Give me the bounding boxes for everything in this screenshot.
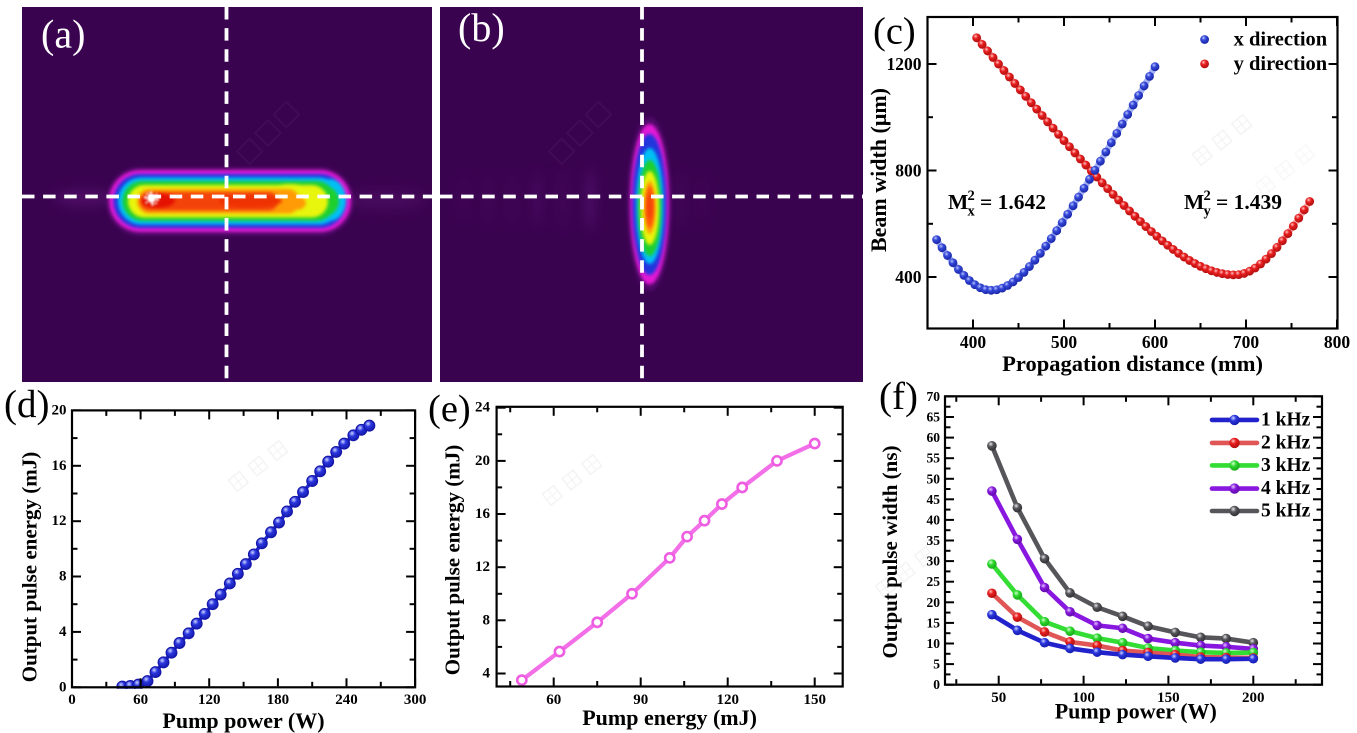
svg-text:1200: 1200: [887, 54, 922, 74]
svg-text:10: 10: [927, 636, 941, 651]
svg-text:20: 20: [927, 595, 941, 610]
svg-text:60: 60: [546, 692, 561, 708]
svg-text:M: M: [948, 190, 968, 214]
svg-text:x: x: [968, 204, 976, 220]
svg-text:4 kHz: 4 kHz: [1261, 478, 1311, 499]
svg-text:400: 400: [960, 332, 987, 352]
svg-text:1 kHz: 1 kHz: [1261, 409, 1311, 430]
svg-text:Pump power (W): Pump power (W): [1055, 699, 1217, 724]
svg-text:120: 120: [716, 692, 739, 708]
svg-text:Output pulse width (ns): Output pulse width (ns): [878, 446, 902, 659]
svg-text:50: 50: [927, 471, 941, 486]
svg-text:16: 16: [475, 506, 491, 522]
svg-text:200: 200: [1242, 690, 1265, 706]
svg-text:16: 16: [52, 458, 68, 474]
svg-text:180: 180: [267, 692, 290, 708]
svg-text:y: y: [1204, 204, 1212, 220]
svg-text:Pump power (W): Pump power (W): [162, 708, 324, 733]
svg-text:(a): (a): [41, 12, 85, 57]
svg-text:65: 65: [927, 410, 941, 425]
svg-text:12: 12: [475, 559, 490, 575]
svg-text:y direction: y direction: [1234, 53, 1328, 75]
svg-text:4: 4: [483, 666, 491, 682]
svg-text:x direction: x direction: [1234, 29, 1328, 51]
svg-text:120: 120: [198, 692, 221, 708]
svg-text:100: 100: [1072, 690, 1095, 706]
svg-text:150: 150: [1157, 690, 1180, 706]
svg-text:15: 15: [927, 615, 941, 630]
svg-text:M: M: [1184, 190, 1204, 214]
svg-text:0: 0: [59, 679, 67, 695]
svg-text:70: 70: [927, 389, 941, 404]
svg-text:60: 60: [927, 430, 941, 445]
svg-text:50: 50: [991, 690, 1006, 706]
svg-text:20: 20: [52, 402, 67, 418]
svg-text:= 1.439: = 1.439: [1216, 190, 1282, 214]
svg-text:(e): (e): [428, 388, 471, 430]
svg-text:= 1.642: = 1.642: [980, 190, 1046, 214]
svg-text:240: 240: [335, 692, 358, 708]
svg-text:45: 45: [927, 492, 941, 507]
svg-text:800: 800: [895, 161, 922, 181]
svg-text:60: 60: [133, 692, 148, 708]
svg-text:(b): (b): [458, 5, 505, 50]
svg-text:40: 40: [927, 512, 941, 527]
svg-text:400: 400: [895, 267, 922, 287]
svg-text:Propagation distance (mm): Propagation distance (mm): [1002, 351, 1263, 376]
svg-text:(c): (c): [873, 11, 916, 53]
svg-text:800: 800: [1324, 332, 1351, 352]
svg-text:12: 12: [52, 513, 67, 529]
svg-text:5: 5: [933, 657, 940, 672]
svg-text:0: 0: [933, 677, 940, 692]
svg-text:150: 150: [803, 692, 826, 708]
svg-text:4: 4: [59, 624, 67, 640]
svg-text:0: 0: [68, 692, 76, 708]
svg-text:2: 2: [1204, 188, 1211, 204]
svg-text:Output pulse energy (mJ): Output pulse energy (mJ): [18, 452, 42, 682]
svg-text:3 kHz: 3 kHz: [1261, 455, 1311, 476]
svg-text:25: 25: [927, 574, 941, 589]
svg-text:(f): (f): [879, 375, 918, 418]
svg-text:24: 24: [475, 400, 491, 416]
svg-text:Beam width (μm): Beam width (μm): [866, 88, 891, 252]
svg-text:20: 20: [475, 453, 490, 469]
svg-text:(d): (d): [4, 383, 49, 426]
svg-text:300: 300: [404, 692, 427, 708]
svg-text:500: 500: [1051, 332, 1078, 352]
svg-text:55: 55: [927, 451, 941, 466]
svg-text:8: 8: [483, 612, 491, 628]
svg-text:Pump energy (mJ): Pump energy (mJ): [582, 705, 757, 730]
svg-text:90: 90: [633, 692, 648, 708]
svg-text:2 kHz: 2 kHz: [1261, 432, 1311, 453]
svg-text:2: 2: [968, 188, 975, 204]
svg-text:30: 30: [927, 554, 941, 569]
svg-text:600: 600: [1142, 332, 1169, 352]
svg-text:35: 35: [927, 533, 941, 548]
svg-text:5 kHz: 5 kHz: [1261, 501, 1311, 522]
svg-text:700: 700: [1233, 332, 1260, 352]
svg-text:Output pulse energy (mJ): Output pulse energy (mJ): [441, 445, 465, 675]
svg-text:8: 8: [59, 569, 67, 585]
